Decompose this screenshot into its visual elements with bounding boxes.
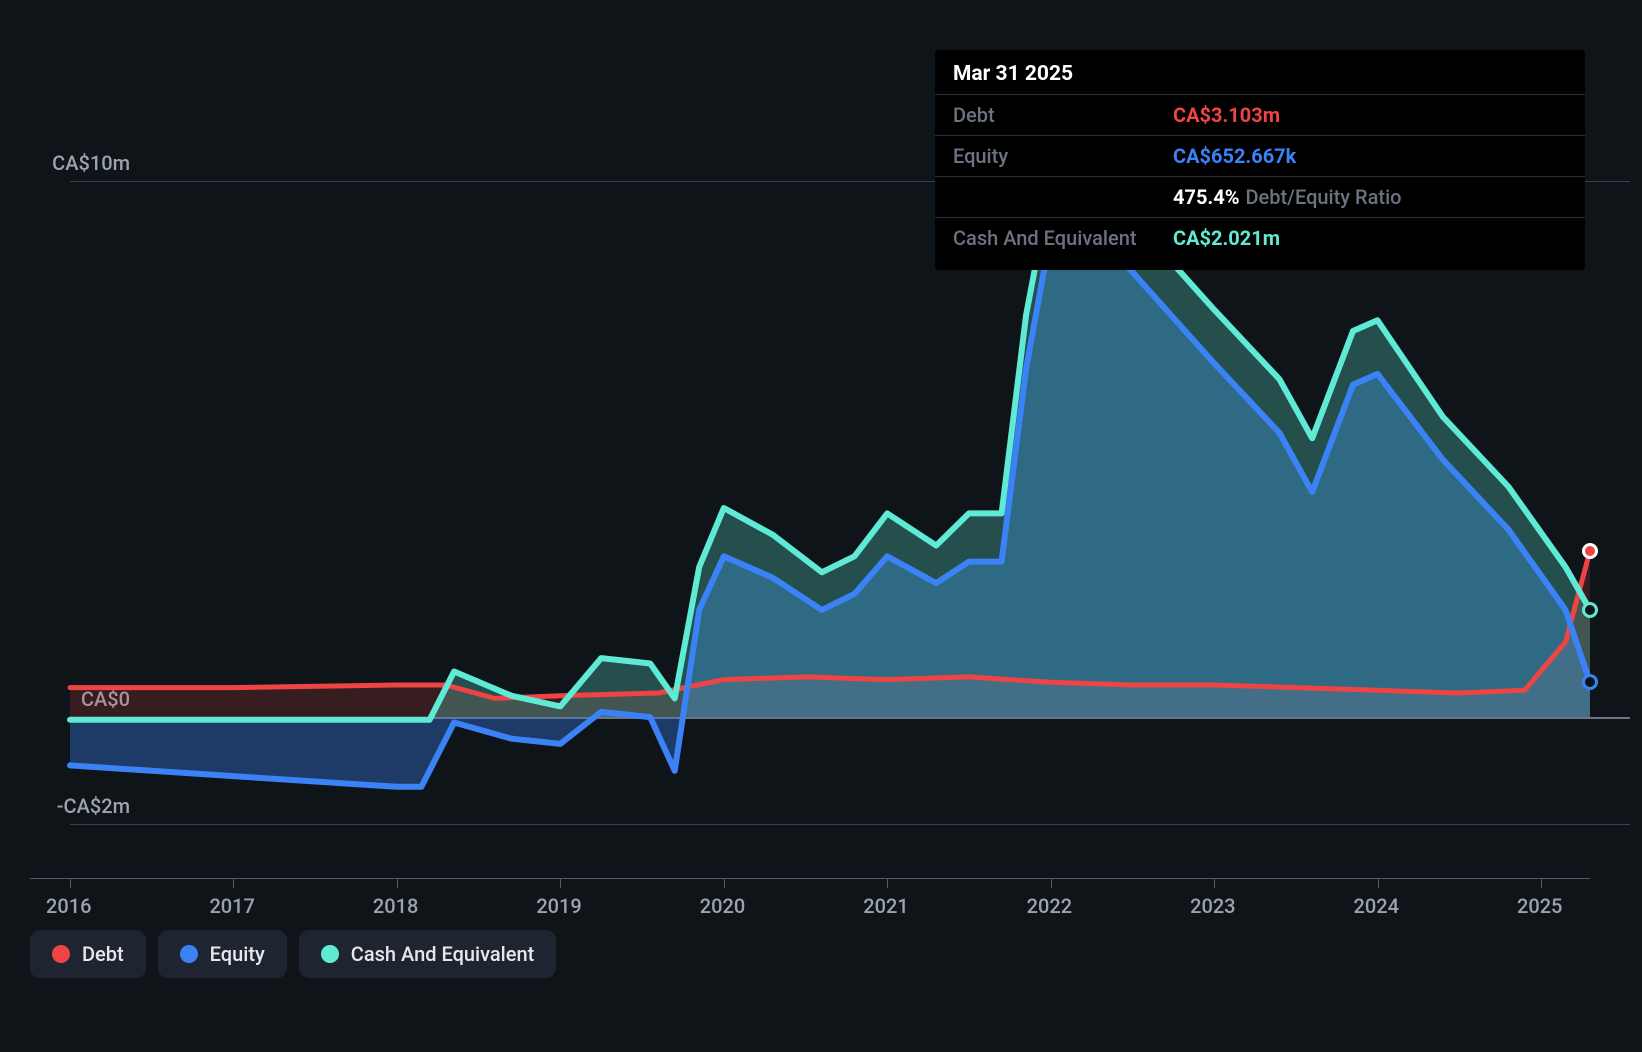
tooltip-metric-value: CA$2.021m [1173, 226, 1280, 250]
x-axis-label: 2025 [1517, 894, 1562, 918]
x-axis-label: 2022 [1027, 894, 1072, 918]
tooltip-row-ratio: 475.4% Debt/Equity Ratio [935, 176, 1585, 217]
equity-end-marker [1582, 674, 1598, 690]
x-axis-label: 2017 [209, 894, 254, 918]
tooltip-ratio-value: 475.4% [1173, 185, 1239, 209]
tooltip-metric-value: CA$3.103m [1173, 103, 1280, 127]
legend-dot-icon [52, 945, 70, 963]
tooltip-row-equity: Equity CA$652.667k [935, 135, 1585, 176]
legend-item-cash[interactable]: Cash And Equivalent [299, 930, 557, 978]
debt-end-marker [1582, 543, 1598, 559]
tooltip-metric-value: CA$652.667k [1173, 144, 1296, 168]
tooltip-row-debt: Debt CA$3.103m [935, 94, 1585, 135]
tooltip-metric-label: Equity [953, 144, 1173, 168]
tooltip-date: Mar 31 2025 [935, 62, 1585, 94]
legend-dot-icon [180, 945, 198, 963]
tooltip-panel: Mar 31 2025 Debt CA$3.103m Equity CA$652… [935, 50, 1585, 270]
chart-container: CA$10mCA$0-CA$2m 20162017201820192020202… [30, 20, 1610, 920]
tooltip-ratio-label: Debt/Equity Ratio [1245, 185, 1401, 209]
cash-end-marker [1582, 602, 1598, 618]
x-axis-label: 2024 [1354, 894, 1399, 918]
tooltip-metric-label: Cash And Equivalent [953, 226, 1173, 250]
x-axis-label: 2020 [700, 894, 745, 918]
legend-item-debt[interactable]: Debt [30, 930, 146, 978]
legend-item-equity[interactable]: Equity [158, 930, 287, 978]
tooltip-metric-label: Debt [953, 103, 1173, 127]
legend-label: Debt [82, 942, 124, 966]
tooltip-row-cash: Cash And Equivalent CA$2.021m [935, 217, 1585, 258]
legend: Debt Equity Cash And Equivalent [30, 930, 556, 978]
x-axis-label: 2016 [46, 894, 91, 918]
x-axis-label: 2019 [536, 894, 581, 918]
x-axis-label: 2023 [1190, 894, 1235, 918]
legend-label: Cash And Equivalent [351, 942, 535, 966]
x-axis-label: 2018 [373, 894, 418, 918]
x-axis-label: 2021 [863, 894, 908, 918]
legend-dot-icon [321, 945, 339, 963]
legend-label: Equity [210, 942, 265, 966]
